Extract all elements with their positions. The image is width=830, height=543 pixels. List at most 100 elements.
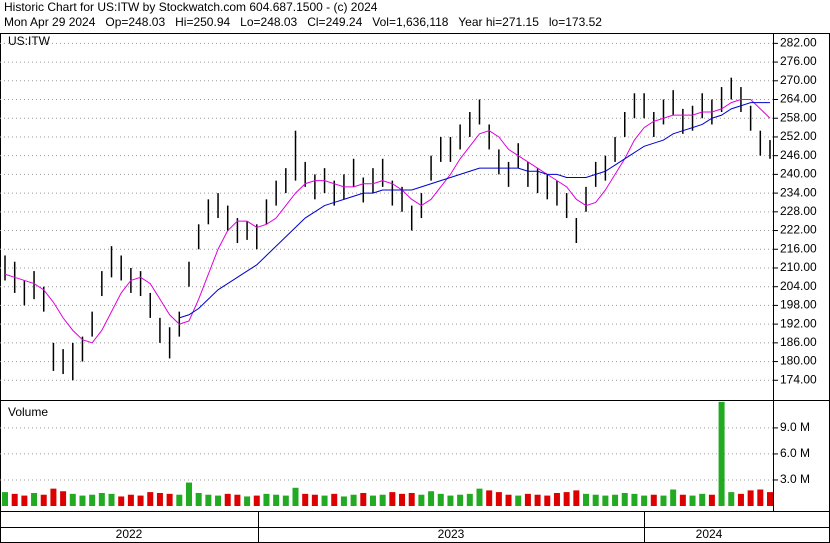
volume-bar — [718, 401, 725, 506]
volume-bar — [679, 494, 686, 506]
y-tick-label: 228.00 — [780, 204, 817, 218]
volume-bar — [631, 493, 638, 506]
volume-bar — [360, 492, 367, 506]
period-label: 2023 — [438, 527, 465, 541]
y-tick-label: 246.00 — [780, 148, 817, 162]
volume-bar — [176, 494, 183, 506]
volume-bar — [689, 495, 696, 506]
y-tick-label: 234.00 — [780, 185, 817, 199]
volume-bar — [650, 494, 657, 506]
volume-bar — [602, 495, 609, 506]
volume-bar — [389, 492, 396, 506]
v-tick-label: 3.0 M — [780, 472, 810, 486]
volume-bar — [660, 495, 667, 506]
volume-bar — [553, 492, 560, 506]
volume-bar — [79, 495, 86, 506]
y-tick-label: 204.00 — [780, 279, 817, 293]
volume-bar — [699, 493, 706, 506]
volume-bar — [369, 495, 376, 506]
volume-bar — [399, 493, 406, 506]
volume-bar — [282, 495, 289, 506]
volume-label: Volume — [8, 405, 48, 419]
volume-bar — [544, 495, 551, 506]
y-tick-label: 210.00 — [780, 260, 817, 274]
volume-bar — [50, 488, 57, 506]
volume-bar — [757, 489, 764, 506]
volume-bar — [767, 492, 773, 506]
y-tick-label: 222.00 — [780, 223, 817, 237]
y-tick-label: 198.00 — [780, 298, 817, 312]
volume-bar — [244, 496, 251, 506]
volume-bar — [495, 492, 502, 506]
volume-bar — [670, 489, 677, 506]
volume-bar — [728, 492, 735, 506]
volume-bar — [408, 492, 415, 506]
volume-bar — [447, 495, 454, 506]
volume-bar — [89, 494, 96, 506]
volume-bar — [331, 493, 338, 506]
volume-bar — [486, 490, 493, 506]
volume-bar — [747, 490, 754, 506]
volume-bar — [466, 493, 473, 506]
volume-bar — [215, 495, 222, 506]
period-label: 2024 — [696, 527, 723, 541]
symbol-label: US:ITW — [8, 34, 51, 48]
y-tick-label: 192.00 — [780, 316, 817, 330]
moving-average — [179, 102, 770, 319]
moving-average — [4, 99, 771, 344]
volume-bar — [21, 495, 28, 506]
volume-bar — [641, 495, 648, 506]
y-tick-label: 282.00 — [780, 36, 817, 50]
v-tick-label: 9.0 M — [780, 420, 810, 434]
volume-bar — [137, 495, 144, 506]
volume-bar — [573, 490, 580, 506]
volume-bar — [708, 494, 715, 506]
volume-bar — [195, 492, 202, 506]
volume-bar — [340, 496, 347, 506]
volume-bar — [98, 492, 105, 506]
volume-bar — [40, 494, 47, 506]
volume-bar — [60, 491, 67, 506]
y-tick-label: 240.00 — [780, 167, 817, 181]
y-tick-label: 264.00 — [780, 92, 817, 106]
volume-bar — [457, 494, 464, 506]
y-tick-label: 186.00 — [780, 335, 817, 349]
volume-bar — [11, 493, 18, 506]
y-tick-label: 252.00 — [780, 129, 817, 143]
volume-bar — [156, 492, 163, 506]
volume-bar — [437, 493, 444, 506]
volume-bar — [302, 493, 309, 506]
volume-bar — [505, 494, 512, 506]
volume-bar — [31, 492, 38, 506]
volume-bar — [2, 492, 8, 506]
volume-bar — [563, 492, 570, 506]
y-tick-label: 270.00 — [780, 73, 817, 87]
volume-bar — [350, 494, 357, 506]
volume-bar — [69, 493, 76, 506]
chart-title: Historic Chart for US:ITW by Stockwatch.… — [4, 0, 378, 14]
volume-bar — [534, 494, 541, 506]
volume-bar — [224, 493, 231, 506]
y-tick-label: 216.00 — [780, 241, 817, 255]
volume-bar — [428, 491, 435, 506]
v-tick-label: 6.0 M — [780, 446, 810, 460]
volume-bar — [234, 494, 241, 506]
volume-bar — [108, 493, 115, 506]
volume-bar — [418, 494, 425, 506]
y-tick-label: 180.00 — [780, 354, 817, 368]
chart-subtitle: Mon Apr 29 2024 Op=248.03 Hi=250.94 Lo=2… — [4, 15, 602, 29]
volume-bar — [583, 493, 590, 506]
volume-bar — [476, 488, 483, 506]
volume-bar — [185, 482, 192, 506]
volume-bar — [524, 493, 531, 506]
y-tick-label: 258.00 — [780, 110, 817, 124]
volume-bar — [147, 492, 154, 506]
volume-bar — [263, 493, 270, 506]
volume-bar — [311, 494, 318, 506]
volume-bar — [621, 492, 628, 506]
volume-bar — [612, 494, 619, 506]
volume-bar — [253, 495, 260, 506]
volume-bar — [166, 493, 173, 506]
